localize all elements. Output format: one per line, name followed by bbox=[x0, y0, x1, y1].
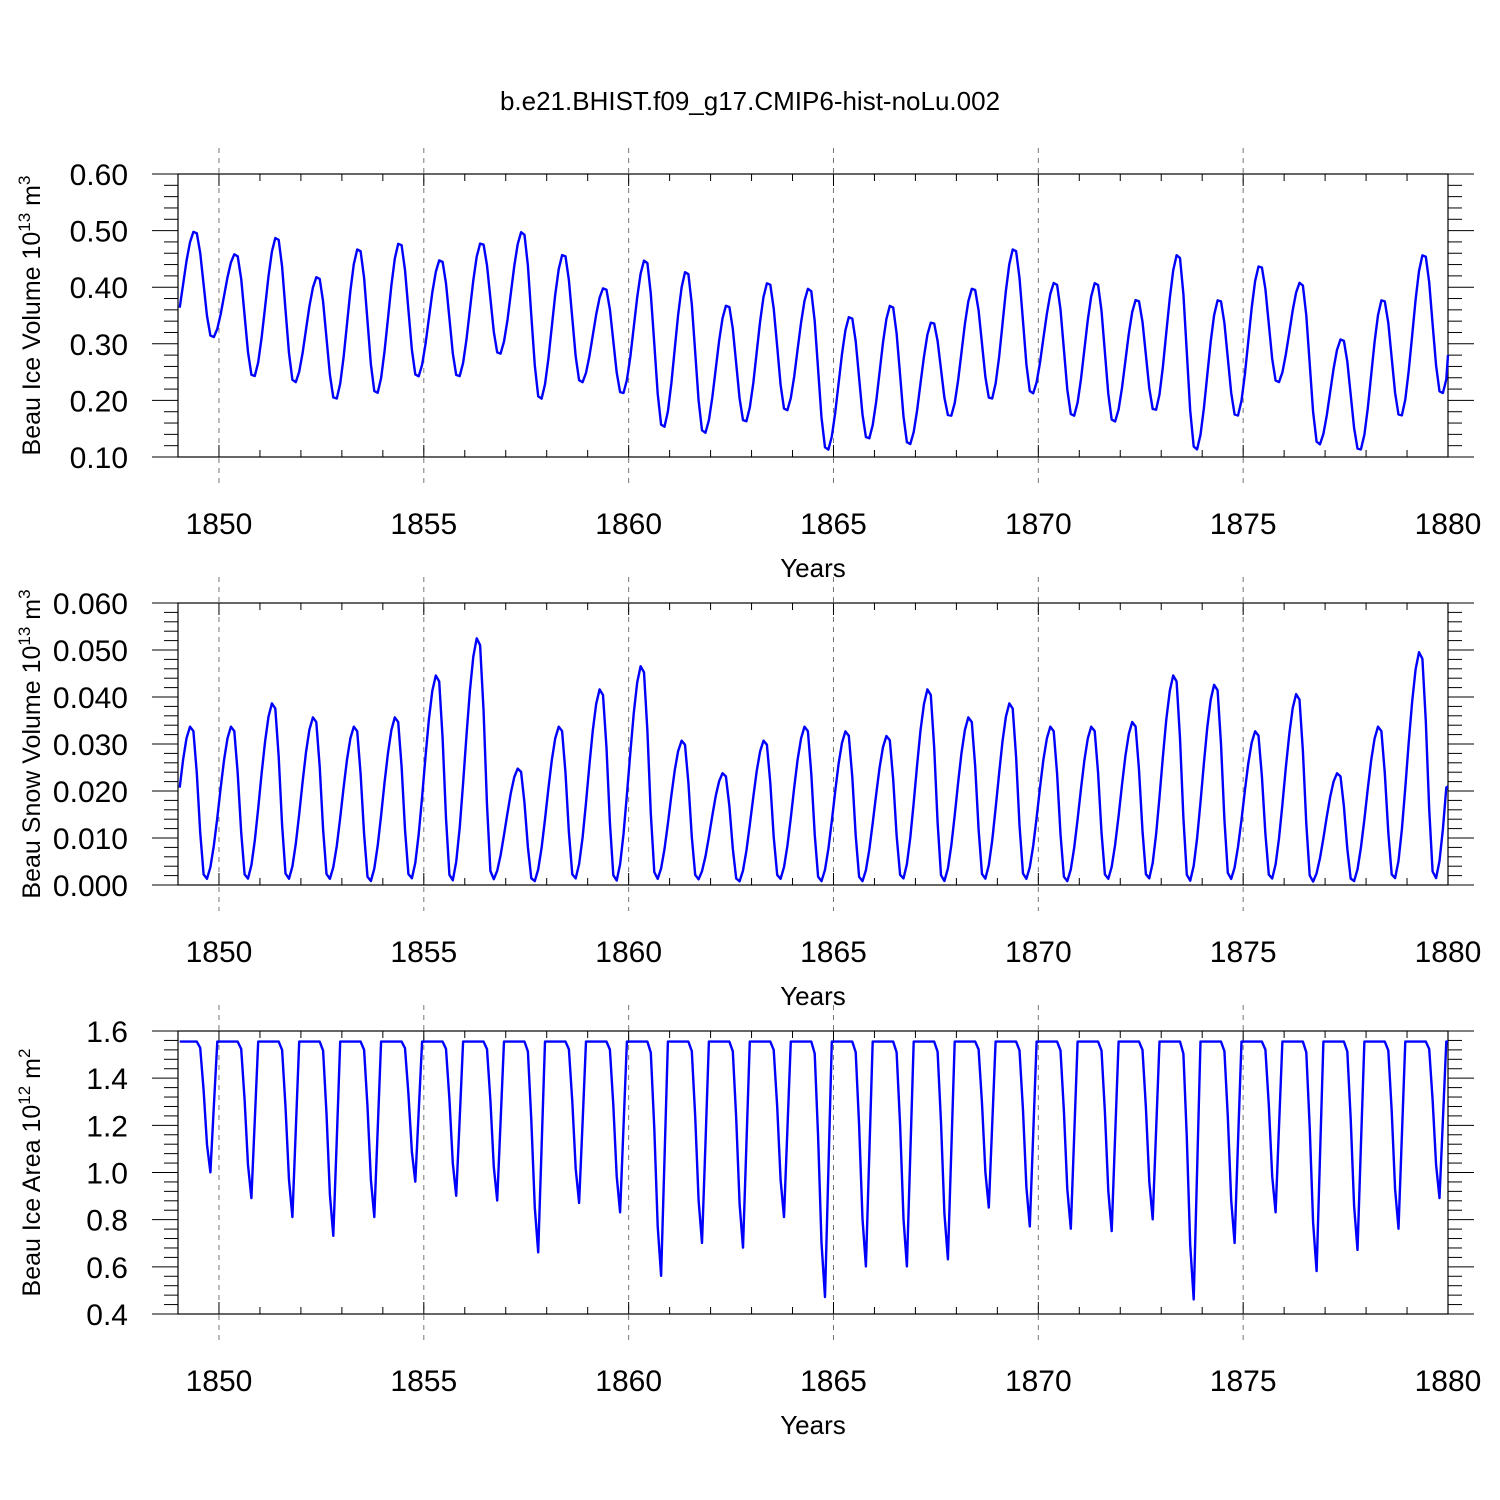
y-tick-label: 0.8 bbox=[86, 1205, 128, 1238]
y-axis-label-unit: m bbox=[18, 599, 46, 627]
x-tick-label: 1865 bbox=[800, 1365, 867, 1398]
y-tick-label: 1.4 bbox=[86, 1063, 128, 1096]
y-axis-label-text: Beau Snow Volume 10 bbox=[18, 646, 46, 899]
chart-title: b.e21.BHIST.f09_g17.CMIP6-hist-noLu.002 bbox=[500, 86, 1000, 116]
x-tick-label: 1875 bbox=[1210, 1365, 1277, 1398]
y-tick-label: 1.2 bbox=[86, 1110, 128, 1143]
y-tick-label: 0.60 bbox=[70, 159, 128, 192]
y-axis-label-unit-exponent: 3 bbox=[15, 589, 34, 598]
y-axis-label-exponent: 12 bbox=[15, 1086, 34, 1105]
series-line bbox=[179, 1040, 1448, 1301]
plot-frame bbox=[177, 602, 1449, 886]
y-tick-label: 0.50 bbox=[70, 216, 128, 249]
y-axis-label: Beau Ice Area 1012 m2 bbox=[15, 1049, 46, 1297]
x-tick-label: 1860 bbox=[595, 936, 662, 969]
panel-1: 0.10 0.20 0.30 0.40 0.50 0.60 1850 1855 1860 1865… bbox=[15, 148, 1481, 583]
y-tick-label: 0.10 bbox=[70, 442, 128, 475]
plot-frame bbox=[177, 173, 1449, 458]
x-tick-label: 1855 bbox=[390, 1365, 457, 1398]
panel-3: 0.4 0.6 0.8 1.0 1.2 1.4 1.6 1850 1855 1860 1865 187… bbox=[15, 1005, 1481, 1440]
x-axis-label: Years bbox=[780, 981, 846, 1011]
y-tick-label: 0.4 bbox=[86, 1299, 128, 1332]
y-axis-label-unit: m bbox=[18, 185, 46, 213]
y-axis-label: Beau Snow Volume 1013 m3 bbox=[15, 589, 46, 898]
y-tick-label: 0.030 bbox=[53, 729, 128, 762]
x-axis-label: Years bbox=[780, 1410, 846, 1440]
x-axis-label: Years bbox=[780, 553, 846, 583]
y-axis-label-text: Beau Ice Area 10 bbox=[18, 1105, 46, 1297]
x-tick-label: 1880 bbox=[1415, 508, 1482, 541]
y-tick-label: 0.060 bbox=[53, 588, 128, 621]
x-tick-label: 1865 bbox=[800, 508, 867, 541]
x-tick-label: 1870 bbox=[1005, 1365, 1072, 1398]
x-tick-label: 1875 bbox=[1210, 936, 1277, 969]
y-axis-label: Beau Ice Volume 1013 m3 bbox=[15, 176, 46, 456]
x-tick-label: 1870 bbox=[1005, 936, 1072, 969]
x-tick-label: 1880 bbox=[1415, 936, 1482, 969]
y-axis-label-text: Beau Ice Volume 10 bbox=[18, 232, 46, 456]
y-axis-label-unit-exponent: 3 bbox=[15, 176, 34, 185]
x-tick-label: 1870 bbox=[1005, 508, 1072, 541]
y-tick-label: 0.000 bbox=[53, 870, 128, 903]
y-tick-label: 0.050 bbox=[53, 635, 128, 668]
y-tick-label: 0.6 bbox=[86, 1252, 128, 1285]
x-tick-label: 1880 bbox=[1415, 1365, 1482, 1398]
y-tick-label: 0.30 bbox=[70, 329, 128, 362]
x-tick-label: 1850 bbox=[186, 508, 253, 541]
x-tick-label: 1855 bbox=[390, 508, 457, 541]
y-axis-label-unit: m bbox=[18, 1058, 46, 1086]
y-tick-label: 1.6 bbox=[86, 1016, 128, 1049]
y-tick-label: 0.010 bbox=[53, 823, 128, 856]
y-tick-label: 0.40 bbox=[70, 272, 128, 305]
x-tick-label: 1865 bbox=[800, 936, 867, 969]
plot-frame bbox=[177, 1030, 1449, 1315]
y-tick-label: 0.20 bbox=[70, 385, 128, 418]
x-tick-label: 1860 bbox=[595, 1365, 662, 1398]
panel-2: 0.000 0.010 0.020 0.030 0.040 0.050 0.060 1850 1… bbox=[15, 577, 1481, 1011]
x-tick-label: 1875 bbox=[1210, 508, 1277, 541]
x-tick-label: 1850 bbox=[186, 1365, 253, 1398]
x-tick-label: 1850 bbox=[186, 936, 253, 969]
x-tick-label: 1855 bbox=[390, 936, 457, 969]
series-line bbox=[178, 637, 1449, 883]
y-axis-label-exponent: 13 bbox=[15, 213, 34, 232]
y-tick-label: 1.0 bbox=[86, 1158, 128, 1191]
x-tick-label: 1860 bbox=[595, 508, 662, 541]
y-tick-label: 0.040 bbox=[53, 682, 128, 715]
panels: 0.10 0.20 0.30 0.40 0.50 0.60 1850 1855 1860 1865… bbox=[15, 148, 1481, 1440]
y-tick-label: 0.020 bbox=[53, 776, 128, 809]
y-axis-label-exponent: 13 bbox=[15, 627, 34, 646]
y-axis-label-unit-exponent: 2 bbox=[15, 1049, 34, 1058]
series-line bbox=[178, 230, 1450, 451]
